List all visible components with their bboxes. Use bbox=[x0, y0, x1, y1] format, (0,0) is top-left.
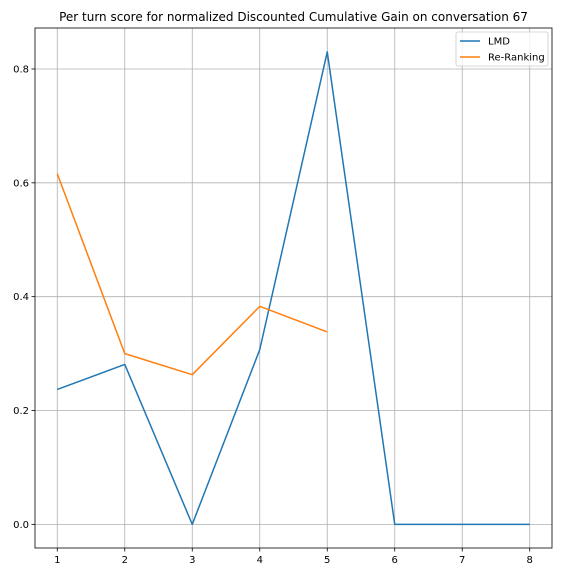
legend: LMD Re-Ranking bbox=[455, 31, 549, 67]
y-tick-label: 0.4 bbox=[13, 292, 29, 303]
series-line-re-ranking bbox=[56, 173, 328, 376]
x-tick-label: 8 bbox=[527, 555, 533, 566]
y-tick-label: 0.8 bbox=[13, 64, 29, 75]
chart-title: Per turn score for normalized Discounted… bbox=[59, 10, 528, 24]
y-tick-label: 0.0 bbox=[13, 520, 29, 531]
x-tick-label: 3 bbox=[189, 555, 195, 566]
x-tick-label: 5 bbox=[324, 555, 330, 566]
y-tick-label: 0.6 bbox=[13, 178, 29, 189]
x-tick-label: 6 bbox=[392, 555, 398, 566]
x-tick-label: 2 bbox=[122, 555, 128, 566]
x-tick-label: 1 bbox=[54, 555, 60, 566]
series-lines bbox=[56, 51, 530, 526]
legend-label-lmd: LMD bbox=[488, 37, 510, 48]
x-tick-label: 7 bbox=[459, 555, 465, 566]
x-tick-label: 4 bbox=[257, 555, 263, 566]
legend-label-re-ranking: Re-Ranking bbox=[488, 53, 545, 64]
series-line-lmd bbox=[57, 51, 530, 526]
x-axis-ticks: 1 2 3 4 5 6 7 8 bbox=[54, 548, 533, 566]
grid-lines bbox=[35, 28, 552, 548]
y-axis-ticks: 0.0 0.2 0.4 0.6 0.8 bbox=[13, 64, 35, 531]
axes-frame bbox=[34, 27, 553, 549]
y-tick-label: 0.2 bbox=[13, 406, 29, 417]
